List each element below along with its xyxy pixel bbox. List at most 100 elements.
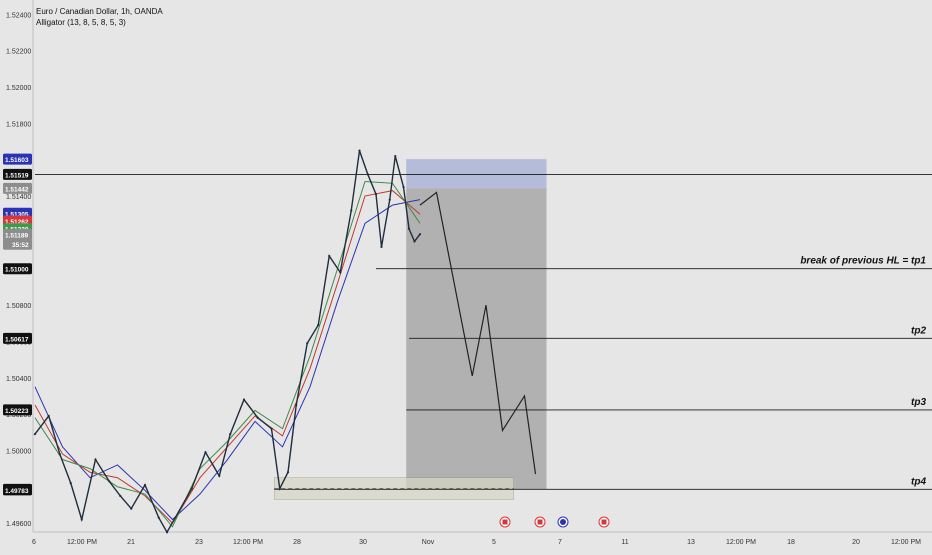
x-tick-label-11: 11 (621, 539, 628, 546)
y-tick-label-12: 1.50200 (6, 412, 31, 419)
x-tick-label-10: 7 (558, 539, 562, 546)
x-tick-label-9: 5 (492, 539, 496, 546)
price-badge-9 (3, 263, 32, 275)
price-point-25 (328, 254, 331, 258)
price-point-24 (317, 323, 320, 327)
alligator-jaw-line (34, 199, 421, 521)
y-tick-label-11: 1.50400 (6, 376, 31, 383)
x-tick-label-4: 23 (195, 539, 203, 546)
x-tick-label-2: 12:00 PM (67, 539, 97, 546)
price-point-8 (119, 494, 122, 497)
y-tick-label-4: 1.51800 (6, 121, 31, 128)
price-point-26 (339, 271, 342, 274)
price-point-12 (165, 531, 169, 534)
price-point-28 (358, 149, 361, 152)
price-point-27 (350, 209, 353, 212)
price-point-36 (413, 240, 416, 243)
price-point-16 (229, 432, 232, 436)
price-point-22 (295, 403, 298, 407)
x-tick-label-16: 12:00 PM (891, 539, 921, 546)
price-badge-label-4: 1.51305 (5, 211, 29, 218)
alligator-lips-line (34, 180, 421, 528)
price-point-37 (418, 233, 422, 236)
level-label-3: tp2 (911, 325, 926, 336)
price-point-6 (94, 458, 97, 461)
price-badge-3 (3, 182, 32, 194)
level-label-2: break of previous HL = tp1 (800, 256, 926, 267)
symbol-title: Euro / Canadian Dollar, 1h, OANDA (36, 7, 163, 16)
x-tick-label-3: 21 (127, 539, 135, 546)
price-badge-label-11: 1.50223 (5, 408, 29, 415)
short-position-stop-zone (406, 159, 547, 189)
price-point-19 (270, 427, 273, 430)
price-point-2 (47, 414, 50, 418)
price-point-34 (402, 185, 405, 189)
price-point-4 (69, 482, 72, 485)
price-point-5 (80, 518, 83, 521)
price-badge-10 (3, 332, 32, 344)
y-tick-label-2: 1.52200 (6, 49, 31, 56)
price-badge-label-13: 1.49783 (5, 488, 29, 495)
indicator-title: Alligator (13, 8, 5, 8, 5, 3) (36, 18, 126, 27)
price-point-17 (242, 398, 246, 401)
level-label-4: tp3 (911, 397, 926, 408)
short-position-target-zone (406, 188, 547, 490)
price-badge-13 (3, 484, 32, 496)
price-point-30 (374, 193, 378, 196)
x-tick-label-15: 20 (852, 539, 860, 546)
projected-path (419, 191, 537, 475)
x-tick-label-7: 30 (359, 539, 367, 546)
y-tick-label-1: 1.52400 (6, 12, 31, 19)
price-point-1 (33, 432, 37, 436)
price-point-7 (108, 480, 111, 483)
event-marker-flag-4 (601, 519, 607, 525)
y-tick-label-9: 1.50800 (6, 303, 31, 310)
price-point-20 (278, 487, 281, 490)
price-badge-8 (3, 238, 32, 250)
price-badge-label-2: 1.51519 (5, 172, 29, 179)
event-marker-dot-3 (560, 519, 566, 525)
price-badge-label-5: 1.51262 (5, 219, 29, 226)
price-badge-7 (3, 228, 32, 240)
price-badge-label-8: 35:52 (12, 242, 29, 249)
price-point-9 (130, 507, 133, 510)
x-tick-label-13: 12:00 PM (726, 539, 756, 546)
price-badge-label-9: 1.51000 (5, 267, 29, 274)
price-point-33 (394, 154, 397, 158)
price-point-35 (407, 227, 411, 230)
price-point-11 (157, 516, 160, 519)
y-tick-label-3: 1.52000 (6, 85, 31, 92)
event-marker-flag-1 (502, 519, 508, 525)
price-badge-11 (3, 404, 32, 416)
price-point-18 (256, 416, 259, 419)
x-tick-label-14: 18 (787, 539, 795, 546)
price-point-10 (143, 483, 147, 487)
price-point-21 (286, 471, 290, 474)
price-badge-1 (3, 153, 32, 165)
x-tick-label-1: 6 (32, 539, 36, 546)
price-badge-label-7: 1.51189 (5, 232, 29, 239)
price-point-31 (380, 245, 383, 249)
price-point-13 (190, 487, 193, 490)
event-marker-flag-2 (537, 519, 543, 525)
price-point-15 (218, 474, 221, 477)
y-tick-label-6: 1.51400 (6, 194, 31, 201)
price-point-3 (58, 452, 61, 456)
x-tick-label-5: 12:00 PM (233, 539, 263, 546)
y-tick-label-13: 1.50000 (6, 448, 31, 455)
price-point-14 (204, 451, 207, 454)
price-badge-label-1: 1.51603 (5, 157, 29, 164)
level-label-5: tp4 (911, 476, 926, 487)
price-badge-2 (3, 168, 32, 180)
price-point-29 (366, 173, 369, 176)
price-point-23 (306, 342, 309, 345)
price-point-32 (388, 198, 391, 201)
price-badge-label-10: 1.50617 (5, 336, 29, 343)
x-tick-label-8: Nov (422, 539, 435, 546)
x-tick-label-6: 28 (293, 539, 301, 546)
price-badge-label-3: 1.51442 (5, 186, 29, 193)
x-tick-label-12: 13 (687, 539, 695, 546)
y-tick-label-15: 1.49600 (6, 521, 31, 528)
